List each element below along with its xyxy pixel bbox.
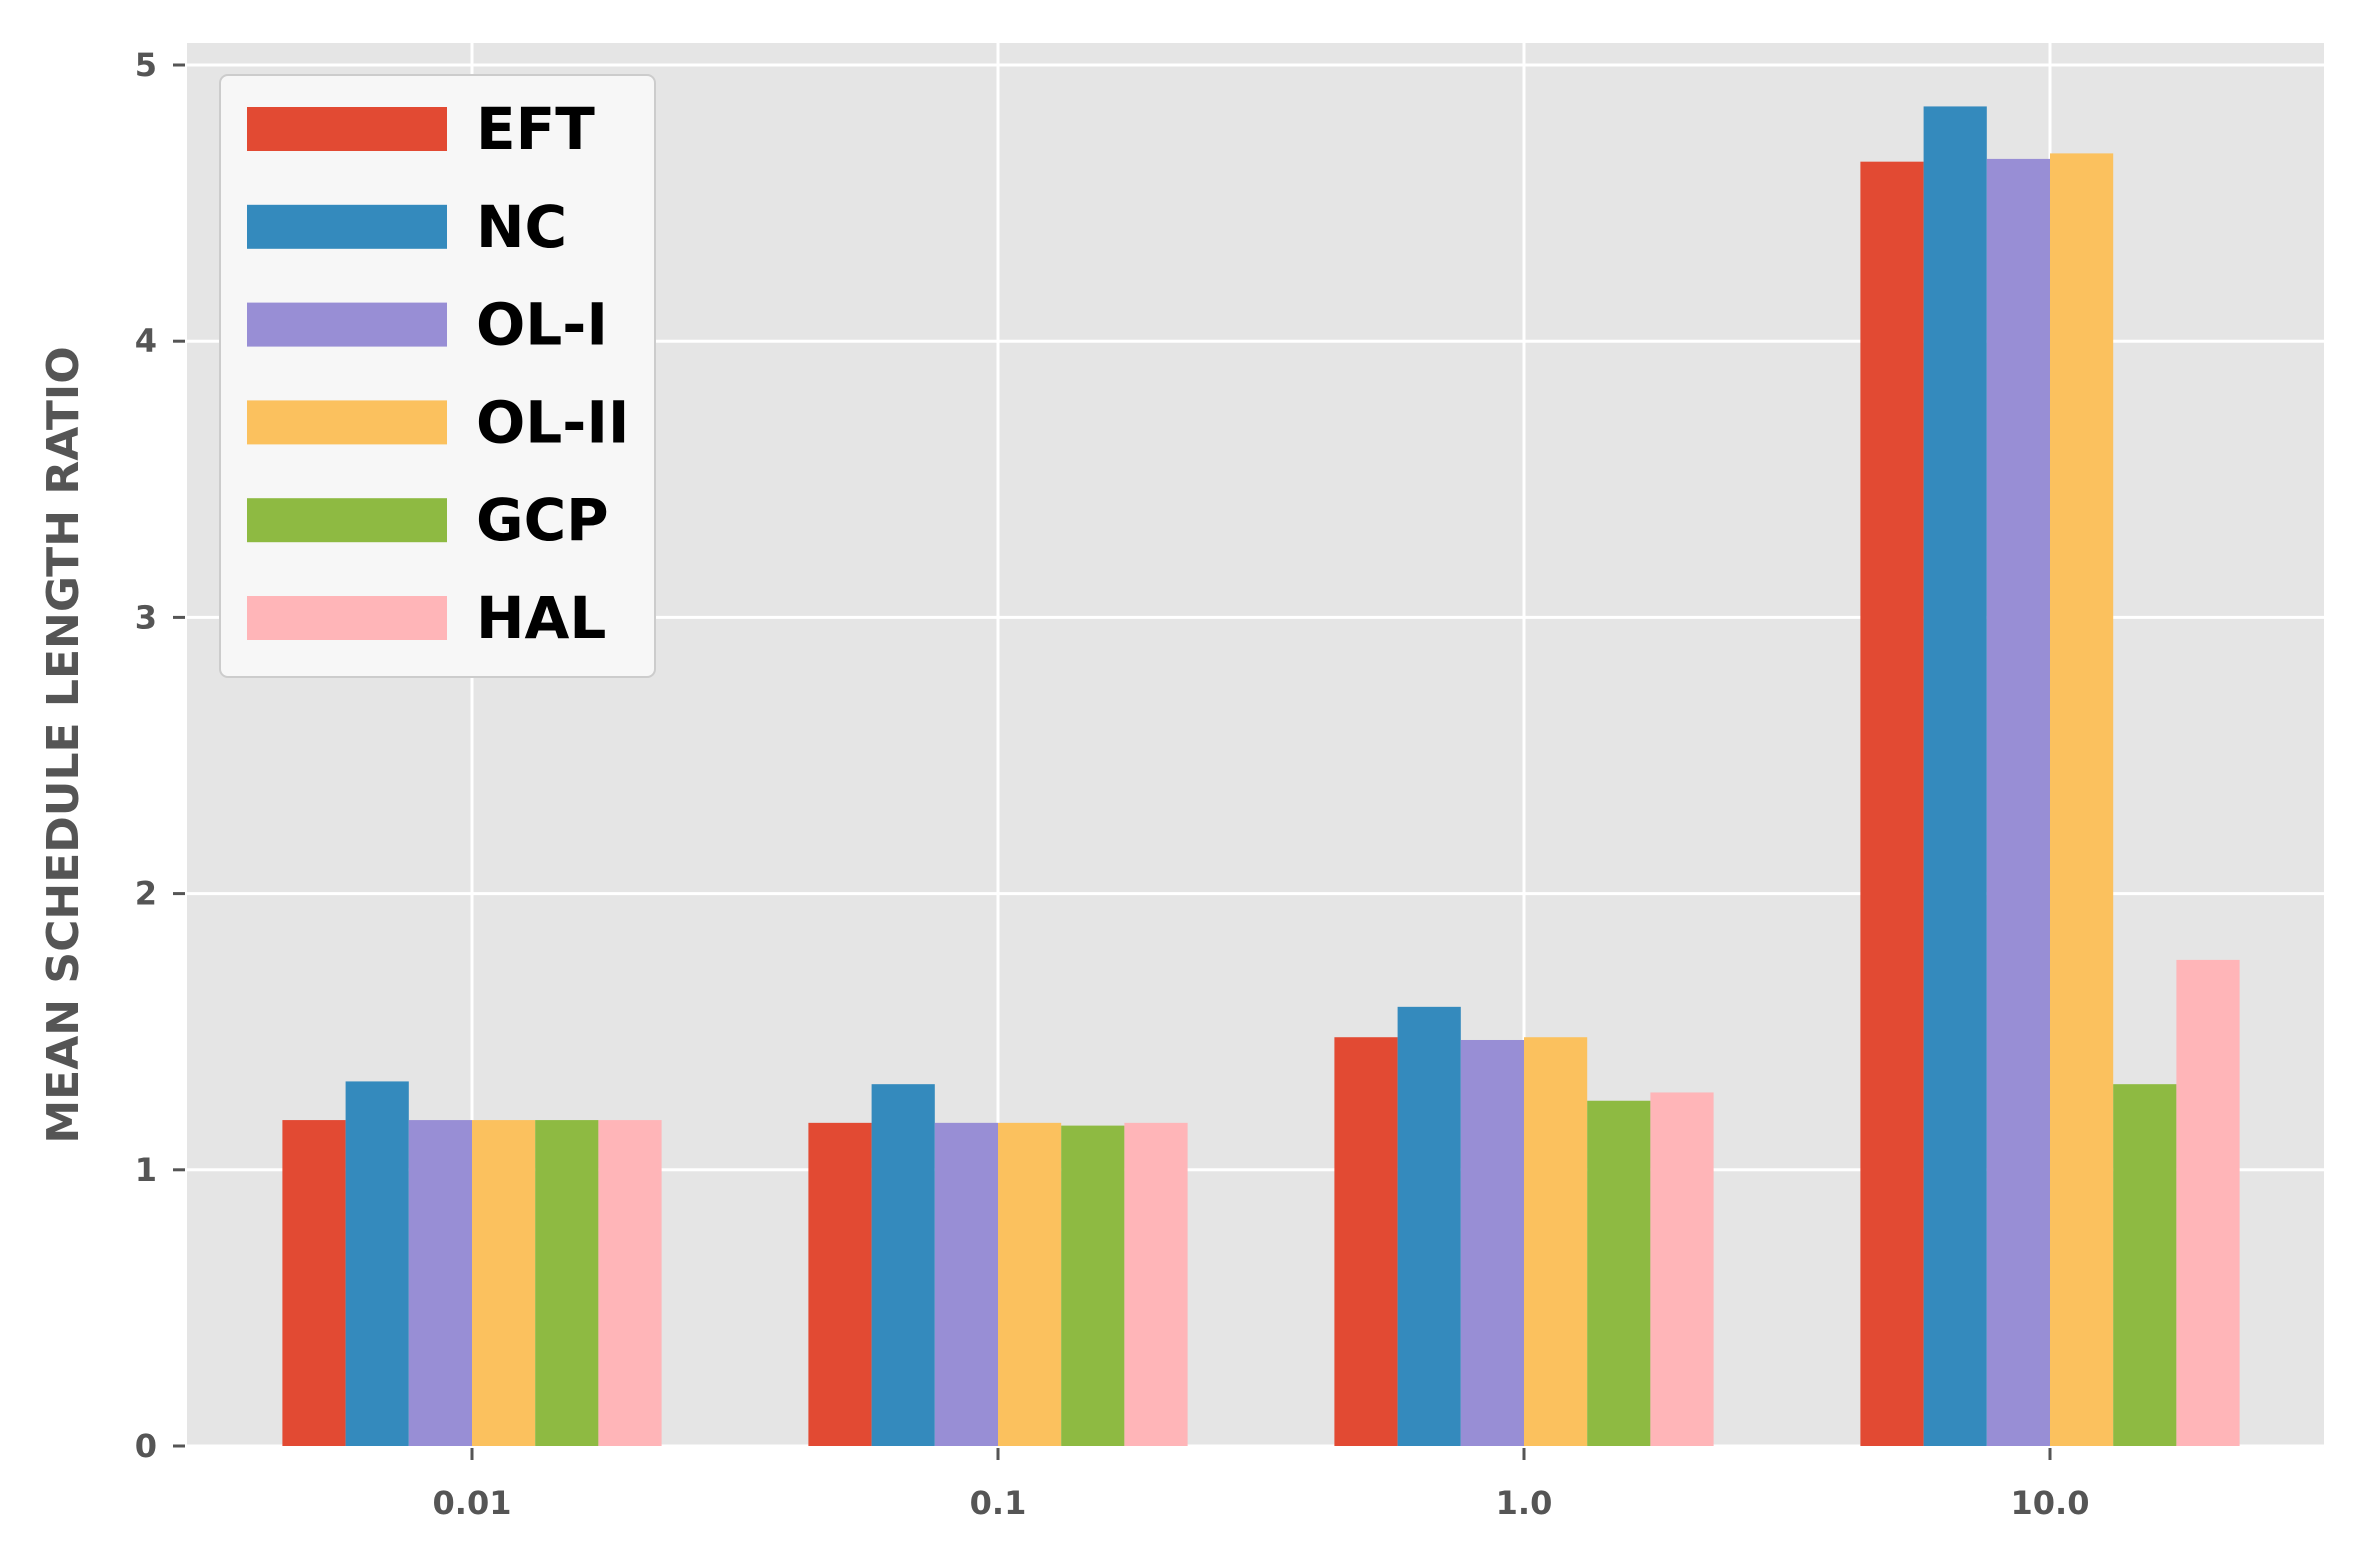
legend-label-ol-ii: OL-II xyxy=(476,388,630,456)
legend-swatch-hal xyxy=(247,596,447,640)
bar-ol-ii-1.0 xyxy=(1524,1037,1588,1446)
bar-ol-i-0.1 xyxy=(934,1122,998,1446)
y-tick-label: 3 xyxy=(135,598,157,636)
x-tick-label: 1.0 xyxy=(1496,1484,1553,1522)
axis-ticks: 0 1 2 3 4 5 0.01 0.1 1.0 10.0 xyxy=(135,46,2090,1522)
legend-swatch-ol-i xyxy=(247,302,447,347)
legend-label-ol-i: OL-I xyxy=(476,291,608,359)
legend-swatch-nc xyxy=(247,204,447,249)
legend-label-hal: HAL xyxy=(476,584,606,652)
bar-eft-0.01 xyxy=(282,1120,346,1446)
bars xyxy=(282,106,2240,1447)
legend-label-gcp: GCP xyxy=(476,486,609,554)
bar-hal-0.1 xyxy=(1124,1122,1188,1446)
y-tick-label: 1 xyxy=(135,1151,157,1189)
legend-swatch-gcp xyxy=(247,498,447,543)
bar-ol-ii-0.01 xyxy=(472,1120,536,1446)
bar-ol-i-10.0 xyxy=(1986,158,2050,1447)
bar-nc-10.0 xyxy=(1923,106,1987,1446)
bar-ol-ii-0.1 xyxy=(998,1122,1062,1446)
legend: EFT NC OL-I OL-II GCP HAL xyxy=(219,74,656,678)
legend-swatch-ol-ii xyxy=(247,400,447,445)
y-axis-label: MEAN SCHEDULE LENGTH RATIO xyxy=(38,346,89,1143)
y-tick-label: 4 xyxy=(135,322,157,360)
legend-label-nc: NC xyxy=(476,193,567,261)
bar-ol-ii-10.0 xyxy=(2050,153,2114,1446)
legend-label-eft: EFT xyxy=(476,95,595,163)
x-tick-label: 0.01 xyxy=(433,1484,512,1522)
y-tick-label: 2 xyxy=(135,875,157,913)
bar-gcp-1.0 xyxy=(1587,1100,1651,1446)
y-tick-label: 0 xyxy=(135,1427,157,1465)
bar-ol-i-1.0 xyxy=(1460,1039,1524,1446)
x-tick-label: 0.1 xyxy=(970,1484,1027,1522)
bar-nc-1.0 xyxy=(1397,1006,1461,1446)
bar-eft-0.1 xyxy=(808,1122,872,1446)
x-tick-label: 10.0 xyxy=(2011,1484,2090,1522)
bar-eft-10.0 xyxy=(1860,161,1924,1446)
bar-hal-1.0 xyxy=(1650,1092,1714,1446)
bar-gcp-10.0 xyxy=(2113,1084,2177,1446)
y-tick-label: 5 xyxy=(135,46,157,84)
legend-swatch-eft xyxy=(247,107,447,151)
bar-gcp-0.01 xyxy=(535,1120,599,1446)
bar-nc-0.01 xyxy=(345,1081,409,1446)
bar-eft-1.0 xyxy=(1334,1037,1398,1446)
bar-nc-0.1 xyxy=(871,1084,935,1446)
bar-hal-0.01 xyxy=(598,1120,662,1446)
bar-gcp-0.1 xyxy=(1061,1125,1125,1446)
bar-ol-i-0.01 xyxy=(408,1120,472,1446)
bar-hal-10.0 xyxy=(2176,959,2240,1446)
